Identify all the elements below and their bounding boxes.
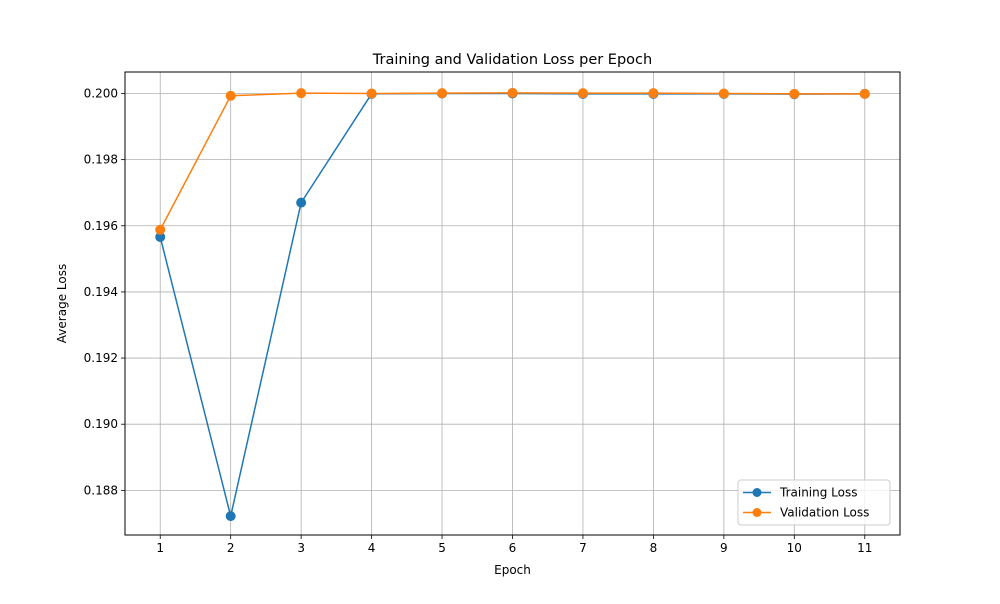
x-tick-label: 11: [857, 541, 872, 555]
legend-box: [737, 479, 891, 526]
y-tick-label: 0.190: [84, 417, 118, 431]
y-tick-label: 0.188: [84, 483, 118, 497]
training-loss-legend-label: Training Loss: [779, 486, 857, 500]
validation-loss-point: [507, 87, 518, 98]
training-loss-point: [225, 511, 236, 522]
validation-loss-point: [437, 88, 448, 99]
x-tick-label: 9: [720, 541, 728, 555]
validation-loss-legend-label: Validation Loss: [780, 506, 869, 520]
y-tick-label: 0.192: [84, 351, 118, 365]
validation-loss-point: [718, 88, 729, 99]
validation-loss-point: [859, 88, 870, 99]
validation-loss-point: [296, 88, 307, 99]
x-tick-label: 1: [156, 541, 164, 555]
validation-loss-series: [155, 87, 870, 235]
y-tick-label: 0.196: [84, 219, 118, 233]
x-tick-label: 5: [438, 541, 446, 555]
x-axis-label: Epoch: [494, 563, 531, 577]
validation-loss-point: [225, 90, 236, 101]
legend: Training Loss Validation Loss: [737, 479, 891, 526]
series-layer: [155, 87, 870, 522]
training-loss-legend-marker: [752, 488, 762, 497]
chart-title: Training and Validation Loss per Epoch: [372, 52, 652, 68]
training-loss-point: [296, 197, 307, 208]
x-tick-label: 2: [227, 541, 235, 555]
x-tick-label: 8: [650, 541, 658, 555]
grid: [125, 72, 900, 535]
y-tick-label: 0.198: [84, 153, 118, 167]
x-tick-label: 3: [297, 541, 305, 555]
y-tick-label: 0.200: [84, 86, 118, 100]
y-tick-label: 0.194: [84, 285, 118, 299]
validation-loss-point: [648, 88, 659, 99]
x-tick-label: 6: [509, 541, 517, 555]
validation-loss-point: [366, 88, 377, 99]
x-tick-label: 7: [579, 541, 587, 555]
validation-loss-point: [577, 88, 588, 99]
validation-loss-legend-marker: [752, 508, 762, 517]
x-tick-label: 4: [368, 541, 376, 555]
axis-ticks: 1 2 3 4 5 6 7 8 9 10 11 0.188 0.190 0.192 0.194 0.196 0.…: [84, 86, 873, 555]
y-axis-label: Average Loss: [55, 264, 69, 343]
x-tick-label: 10: [787, 541, 802, 555]
validation-loss-point: [789, 88, 800, 99]
validation-loss-point: [155, 224, 166, 235]
